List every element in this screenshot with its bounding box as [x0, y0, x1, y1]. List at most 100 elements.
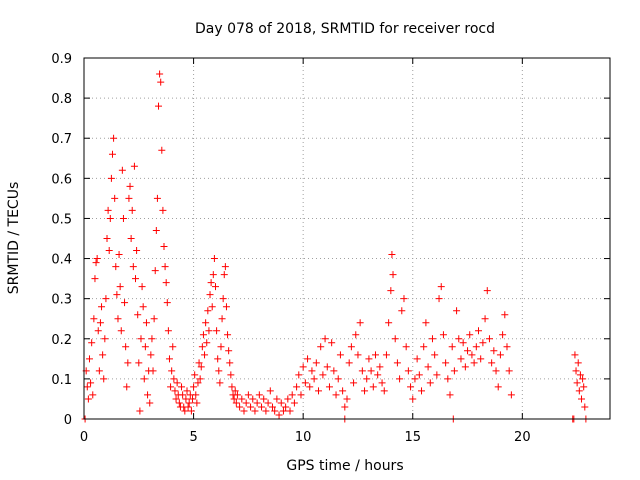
data-point [164, 327, 172, 335]
data-point [181, 407, 189, 415]
data-point [118, 166, 126, 174]
data-point [271, 407, 279, 415]
data-point [391, 335, 399, 343]
data-point [371, 351, 379, 359]
data-point [208, 303, 216, 311]
data-point [130, 162, 138, 170]
data-point [165, 355, 173, 363]
data-point [301, 379, 309, 387]
data-point [201, 351, 209, 359]
data-point [89, 391, 97, 399]
data-point [139, 303, 147, 311]
data-point [282, 403, 290, 411]
data-point [581, 403, 589, 411]
data-point [126, 182, 134, 190]
data-point [481, 315, 489, 323]
data-point [407, 383, 415, 391]
data-point [219, 295, 227, 303]
grid-lines [84, 58, 610, 419]
data-point [105, 247, 113, 255]
data-point [152, 226, 160, 234]
data-point [212, 283, 219, 291]
data-point [477, 355, 485, 363]
data-point [334, 375, 342, 383]
data-point [148, 335, 156, 343]
data-point [83, 383, 91, 391]
data-point [494, 383, 502, 391]
data-point [286, 407, 294, 415]
data-point [376, 363, 384, 371]
data-point [424, 363, 432, 371]
data-point [193, 399, 201, 407]
data-point [413, 355, 421, 363]
data-point [95, 367, 103, 375]
data-point [112, 263, 120, 271]
data-point [167, 383, 175, 391]
data-point [213, 327, 221, 335]
data-point [365, 355, 373, 363]
data-point [169, 343, 177, 351]
data-point [236, 403, 244, 411]
data-point [380, 387, 388, 395]
data-point [382, 351, 390, 359]
data-point [185, 399, 193, 407]
data-point [210, 255, 218, 263]
data-point [398, 307, 406, 315]
data-point [580, 383, 588, 391]
data-point [393, 359, 401, 367]
data-point [258, 403, 266, 411]
data-point [159, 206, 167, 214]
data-point [137, 335, 145, 343]
data-point [101, 335, 109, 343]
data-point [225, 347, 233, 355]
data-point [321, 335, 329, 343]
data-point [387, 287, 395, 295]
data-point [99, 351, 107, 359]
data-point [98, 303, 106, 311]
data-point [579, 375, 587, 383]
data-point [501, 311, 509, 319]
data-point [428, 335, 436, 343]
data-point [507, 391, 515, 399]
data-point [171, 387, 179, 395]
data-point [178, 383, 186, 391]
data-point [123, 383, 131, 391]
y-tick-label: 0.1 [51, 373, 72, 388]
data-point [343, 395, 351, 403]
data-point [446, 391, 454, 399]
x-tick-label: 15 [404, 430, 421, 445]
data-point [369, 383, 377, 391]
data-point [297, 391, 305, 399]
data-point [84, 395, 92, 403]
x-tick-label: 20 [514, 430, 531, 445]
data-point [205, 327, 213, 335]
data-point [173, 379, 181, 387]
data-point [290, 399, 298, 407]
data-point [496, 351, 504, 359]
data-point [253, 399, 261, 407]
data-point [450, 367, 458, 375]
axis-ticks [83, 57, 610, 420]
data-point [315, 387, 323, 395]
data-point [232, 399, 240, 407]
data-point [140, 375, 148, 383]
data-point [475, 327, 482, 335]
data-point [483, 287, 491, 295]
data-point [230, 395, 238, 403]
data-point [242, 399, 250, 407]
data-point [306, 383, 314, 391]
data-point [119, 214, 127, 222]
data-point [175, 399, 183, 407]
data-point [127, 235, 135, 242]
data-point [277, 399, 285, 407]
data-point [350, 379, 358, 387]
data-point [96, 319, 104, 327]
data-point [198, 343, 206, 351]
data-point [262, 407, 270, 415]
y-tick-label: 0.5 [51, 212, 72, 227]
data-point [113, 291, 121, 299]
data-point [299, 363, 307, 371]
data-point [266, 387, 274, 395]
data-point [151, 267, 159, 275]
